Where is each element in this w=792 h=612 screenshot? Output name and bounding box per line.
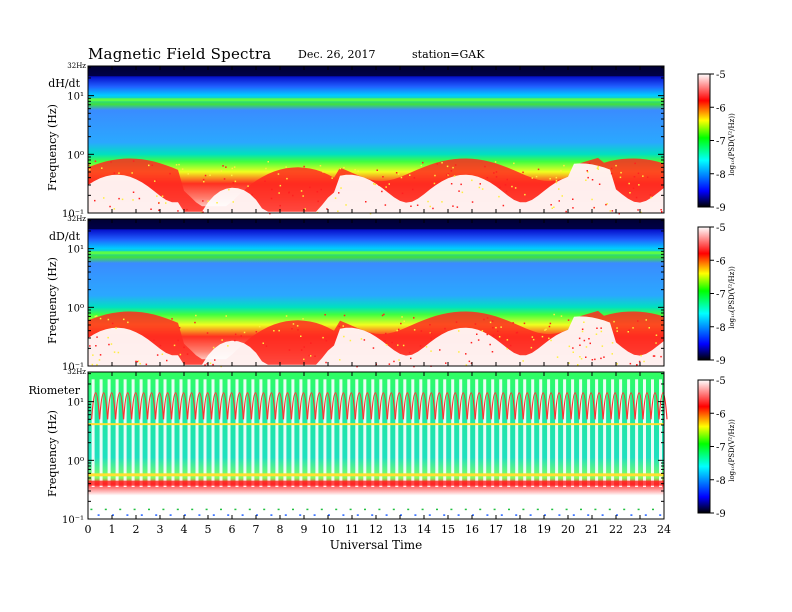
x-tick-label: 16 bbox=[465, 523, 479, 536]
x-tick-label: 22 bbox=[609, 523, 623, 536]
y-tick-label: 10⁰ bbox=[67, 456, 84, 467]
colorbar-tick-label: -9 bbox=[716, 203, 726, 214]
colorbar-tick-label: -5 bbox=[716, 70, 726, 81]
top-band bbox=[88, 66, 664, 77]
x-tick-label: 21 bbox=[585, 523, 599, 536]
x-tick-label: 1 bbox=[109, 523, 116, 536]
x-tick-label: 14 bbox=[417, 523, 431, 536]
colorbar-label: log₁₀(PSD(V²/Hz)) bbox=[728, 266, 736, 329]
colorbar-tick-label: -9 bbox=[716, 356, 726, 367]
colorbar bbox=[697, 226, 711, 361]
panel-label: dH/dt bbox=[48, 77, 80, 90]
x-tick-label: 7 bbox=[253, 523, 260, 536]
y-tick-label: 10⁻¹ bbox=[62, 209, 84, 220]
spectrogram-image bbox=[88, 372, 664, 519]
colorbar-tick-label: -7 bbox=[716, 443, 726, 454]
x-tick-label: 12 bbox=[369, 523, 383, 536]
y-tick-label: 10⁻¹ bbox=[62, 362, 84, 373]
colorbar-label: log₁₀(PSD(V²/Hz)) bbox=[728, 419, 736, 482]
x-tick-label: 23 bbox=[633, 523, 647, 536]
colorbar-tick-label: -8 bbox=[716, 476, 726, 487]
colorbar-tick-label: -8 bbox=[716, 323, 726, 334]
x-tick-label: 3 bbox=[157, 523, 164, 536]
x-tick-label: 9 bbox=[301, 523, 308, 536]
x-tick-label: 11 bbox=[345, 523, 359, 536]
spectral-band bbox=[88, 473, 664, 477]
x-tick-label: 15 bbox=[441, 523, 455, 536]
x-tick-label: 4 bbox=[181, 523, 188, 536]
colorbar-tick-label: -8 bbox=[716, 170, 726, 181]
x-tick-label: 10 bbox=[321, 523, 335, 536]
top-frequency-label: 32Hz bbox=[67, 62, 86, 70]
x-tick-label: 6 bbox=[229, 523, 236, 536]
colorbar-tick-label: -7 bbox=[716, 137, 726, 148]
x-tick-label: 20 bbox=[561, 523, 575, 536]
colorbar-tick-label: -6 bbox=[716, 103, 726, 114]
y-tick-label: 10¹ bbox=[67, 92, 84, 103]
panel-3: 0 1 2 3 4 5 6 7 8 9 10 11 12 13 14 15 16 17 18 19 20 21 22 23 24… bbox=[28, 368, 736, 552]
top-frequency-label: 32Hz bbox=[67, 368, 86, 376]
x-tick-label: 0 bbox=[85, 523, 92, 536]
panel-label: Riometer bbox=[28, 384, 80, 397]
panel-2: 10⁻¹ 10⁰ 10¹ 32Hz dD/dt Frequency (Hz) -5 -6 -7 -… bbox=[46, 215, 736, 373]
white-region bbox=[88, 163, 664, 213]
x-tick-label: 5 bbox=[205, 523, 212, 536]
spectral-band bbox=[88, 423, 664, 426]
x-tick-label: 18 bbox=[513, 523, 527, 536]
colorbar bbox=[697, 379, 711, 514]
top-frequency-label: 32Hz bbox=[67, 215, 86, 223]
colorbar-tick-label: -9 bbox=[716, 509, 726, 520]
colorbar-tick-label: -6 bbox=[716, 256, 726, 267]
panel-1: 10⁻¹ 10⁰ 10¹ 32Hz dH/dt Frequency (Hz) -5 -6 -7 -… bbox=[46, 62, 736, 220]
spectral-band bbox=[88, 98, 664, 102]
x-tick-label: 13 bbox=[393, 523, 407, 536]
date-label: Dec. 26, 2017 bbox=[298, 48, 376, 61]
colorbar-tick-label: -6 bbox=[716, 409, 726, 420]
x-tick-label: 17 bbox=[489, 523, 503, 536]
y-tick-label: 10⁻¹ bbox=[62, 515, 84, 526]
y-axis-label: Frequency (Hz) bbox=[46, 410, 59, 497]
x-tick-label: 8 bbox=[277, 523, 284, 536]
colorbar-label: log₁₀(PSD(V²/Hz)) bbox=[728, 113, 736, 176]
white-region bbox=[88, 316, 664, 366]
x-tick-label: 24 bbox=[657, 523, 671, 536]
top-band bbox=[88, 219, 664, 230]
colorbar-tick-label: -5 bbox=[716, 223, 726, 234]
y-axis-label: Frequency (Hz) bbox=[46, 257, 59, 344]
x-tick-label: 19 bbox=[537, 523, 551, 536]
spectral-band bbox=[88, 251, 664, 255]
x-axis-label: Universal Time bbox=[330, 538, 423, 552]
y-axis-label: Frequency (Hz) bbox=[46, 104, 59, 191]
station-label: station=GAK bbox=[412, 48, 485, 61]
spectral-band bbox=[88, 480, 664, 486]
colorbar-tick-label: -5 bbox=[716, 376, 726, 387]
panel-label: dD/dt bbox=[49, 230, 81, 243]
y-tick-label: 10⁰ bbox=[67, 303, 84, 314]
y-tick-label: 10¹ bbox=[67, 245, 84, 256]
colorbar-tick-label: -7 bbox=[716, 290, 726, 301]
y-tick-label: 10⁰ bbox=[67, 150, 84, 161]
y-tick-label: 10¹ bbox=[67, 398, 84, 409]
x-tick-label: 2 bbox=[133, 523, 140, 536]
colorbar bbox=[697, 73, 711, 208]
page-title: Magnetic Field Spectra bbox=[88, 45, 272, 63]
